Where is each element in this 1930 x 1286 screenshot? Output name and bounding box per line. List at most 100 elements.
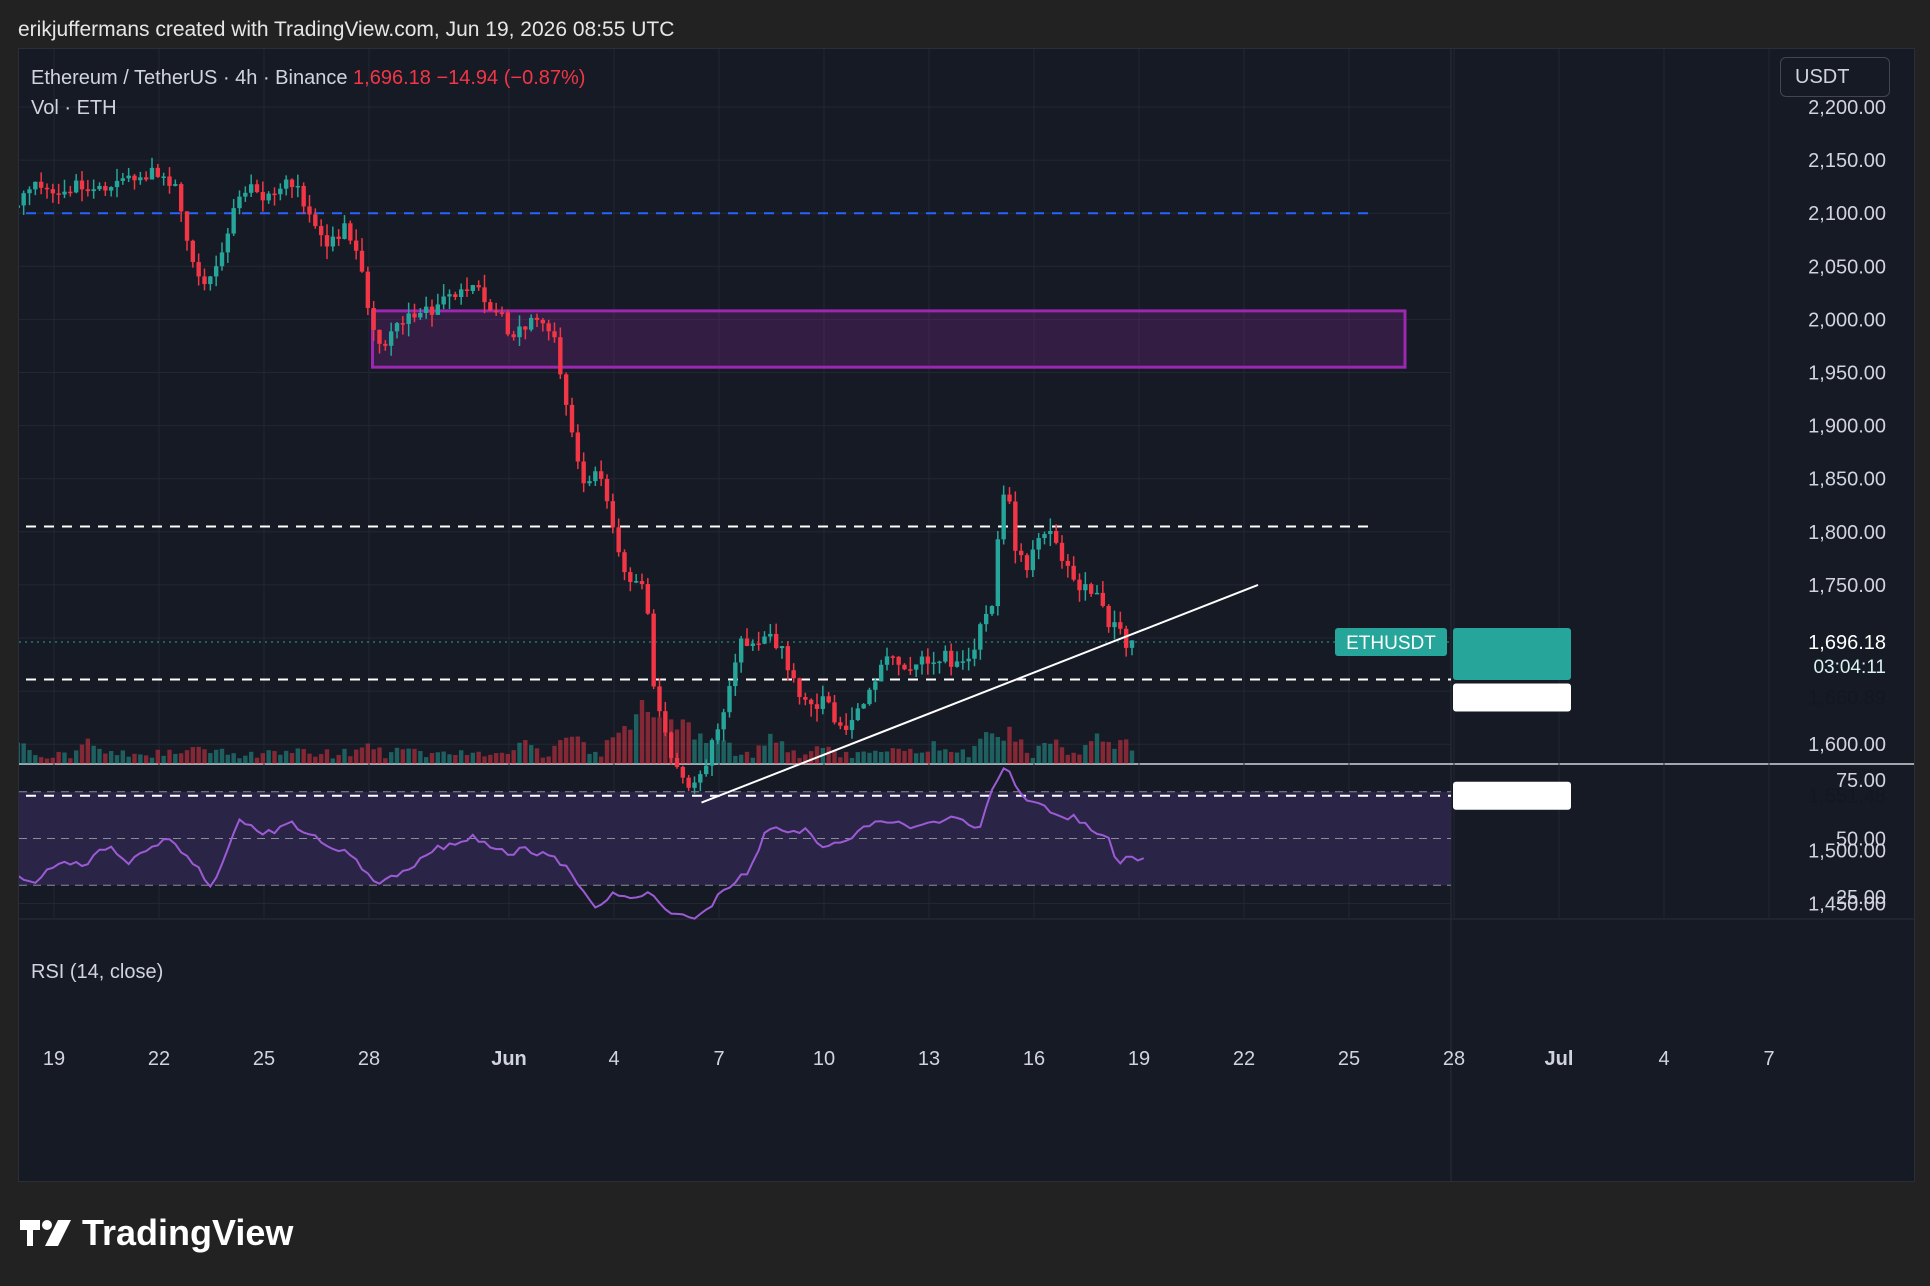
candle-body: [814, 704, 820, 709]
volume-bar: [995, 736, 1001, 764]
time-axis-label: 13: [918, 1048, 940, 1070]
volume-bar: [773, 742, 779, 764]
time-axis-label: Jun: [491, 1048, 527, 1070]
candle-body: [1036, 538, 1041, 550]
volume-bar: [727, 742, 732, 764]
candle-body: [482, 287, 487, 303]
candle-body: [884, 656, 890, 665]
volume-bar: [913, 753, 919, 764]
volume-bar: [598, 756, 604, 764]
volume-bar: [394, 747, 400, 764]
price-chart[interactable]: 2,200.00 2,150.00 2,100.00 2,050.00 2,000.00…: [19, 49, 1914, 1181]
candle-body: [558, 337, 563, 375]
volume-bar: [528, 745, 534, 764]
volume-bar: [73, 750, 79, 764]
candle-body: [85, 189, 91, 192]
candle-body: [797, 678, 802, 698]
candle-body: [861, 704, 866, 709]
candle-body: [190, 240, 196, 263]
candle-body: [896, 656, 901, 665]
trend-line: [701, 583, 1259, 804]
volume-bar: [231, 753, 236, 764]
volume-bar: [418, 751, 423, 764]
candle-body: [1118, 622, 1123, 629]
candle-body: [68, 191, 73, 194]
volume-bar: [1018, 739, 1024, 764]
volume-bar: [423, 757, 429, 764]
candle-body: [196, 262, 201, 277]
candle-body: [406, 313, 411, 324]
candle-body: [447, 294, 452, 297]
volume-bar: [569, 736, 575, 764]
volume-bar: [184, 750, 190, 764]
volume-bar: [610, 737, 616, 764]
volume-bar: [674, 729, 680, 764]
currency-selector[interactable]: USDT: [1780, 57, 1890, 97]
tradingview-logo: TradingView: [20, 1212, 293, 1254]
chart-panel[interactable]: 2,200.00 2,150.00 2,100.00 2,050.00 2,000.00…: [18, 48, 1915, 1182]
volume-bar: [628, 729, 633, 764]
candle-body: [989, 606, 995, 614]
candle-body: [1077, 579, 1082, 591]
candle-body: [476, 285, 481, 288]
volume-bar: [645, 711, 651, 764]
candle-body: [126, 175, 131, 179]
volume-bar: [62, 752, 67, 764]
candle-body: [394, 323, 400, 332]
price-axis-label: 1,900.00: [1808, 416, 1886, 438]
candle-body: [855, 708, 861, 721]
volume-bar: [680, 719, 686, 764]
candle-body: [657, 686, 662, 712]
volume-bar: [558, 740, 563, 764]
candle-body: [225, 233, 231, 253]
candle-body: [493, 310, 499, 313]
candle-body: [803, 697, 808, 700]
volume-bar: [552, 745, 557, 764]
candle-body: [213, 266, 219, 277]
volume-bar: [219, 748, 225, 764]
volume-bar: [377, 747, 382, 764]
candle-body: [931, 662, 936, 664]
volume-bar: [849, 757, 855, 764]
time-axis-label: 22: [148, 1048, 170, 1070]
candle-body: [44, 187, 50, 190]
candle-body: [33, 181, 38, 190]
volume-bar: [960, 749, 966, 764]
candle-body: [1106, 605, 1111, 628]
candle-body: [1053, 530, 1059, 543]
candle-body: [79, 180, 85, 190]
level-price-label: 1,660.89: [1808, 688, 1886, 710]
volume-bar: [709, 743, 715, 764]
candle-body: [149, 167, 155, 180]
volume-bar: [383, 758, 388, 764]
volume-bar: [505, 753, 511, 764]
candle-body: [598, 471, 604, 479]
candle-body: [307, 206, 312, 215]
time-axis-label: 4: [608, 1048, 619, 1070]
volume-bar: [534, 748, 540, 764]
candle-body: [464, 289, 470, 291]
volume-bar: [114, 755, 120, 764]
price-axis-label: 2,000.00: [1808, 309, 1886, 331]
last-price: 1,696.18: [353, 67, 431, 89]
volume-bar: [178, 753, 184, 764]
candle-body: [639, 581, 645, 585]
candle-body: [167, 176, 172, 186]
rsi-legend: RSI (14, close): [31, 961, 164, 983]
volume-bar: [867, 752, 872, 764]
volume-bar: [56, 751, 61, 764]
volume-bar: [97, 748, 102, 764]
candle-body: [248, 184, 254, 193]
candle-body: [616, 527, 621, 553]
volume-bar: [447, 754, 452, 764]
volume-bar: [138, 754, 143, 764]
candle-body: [686, 777, 691, 788]
volume-bar: [225, 754, 231, 764]
candle-body: [295, 185, 301, 188]
volume-bar: [208, 753, 213, 764]
candle-body: [1129, 640, 1135, 648]
candle-body: [698, 774, 703, 783]
volume-bar: [33, 755, 38, 764]
candle-body: [575, 432, 581, 462]
time-axis-label: 22: [1233, 1048, 1255, 1070]
